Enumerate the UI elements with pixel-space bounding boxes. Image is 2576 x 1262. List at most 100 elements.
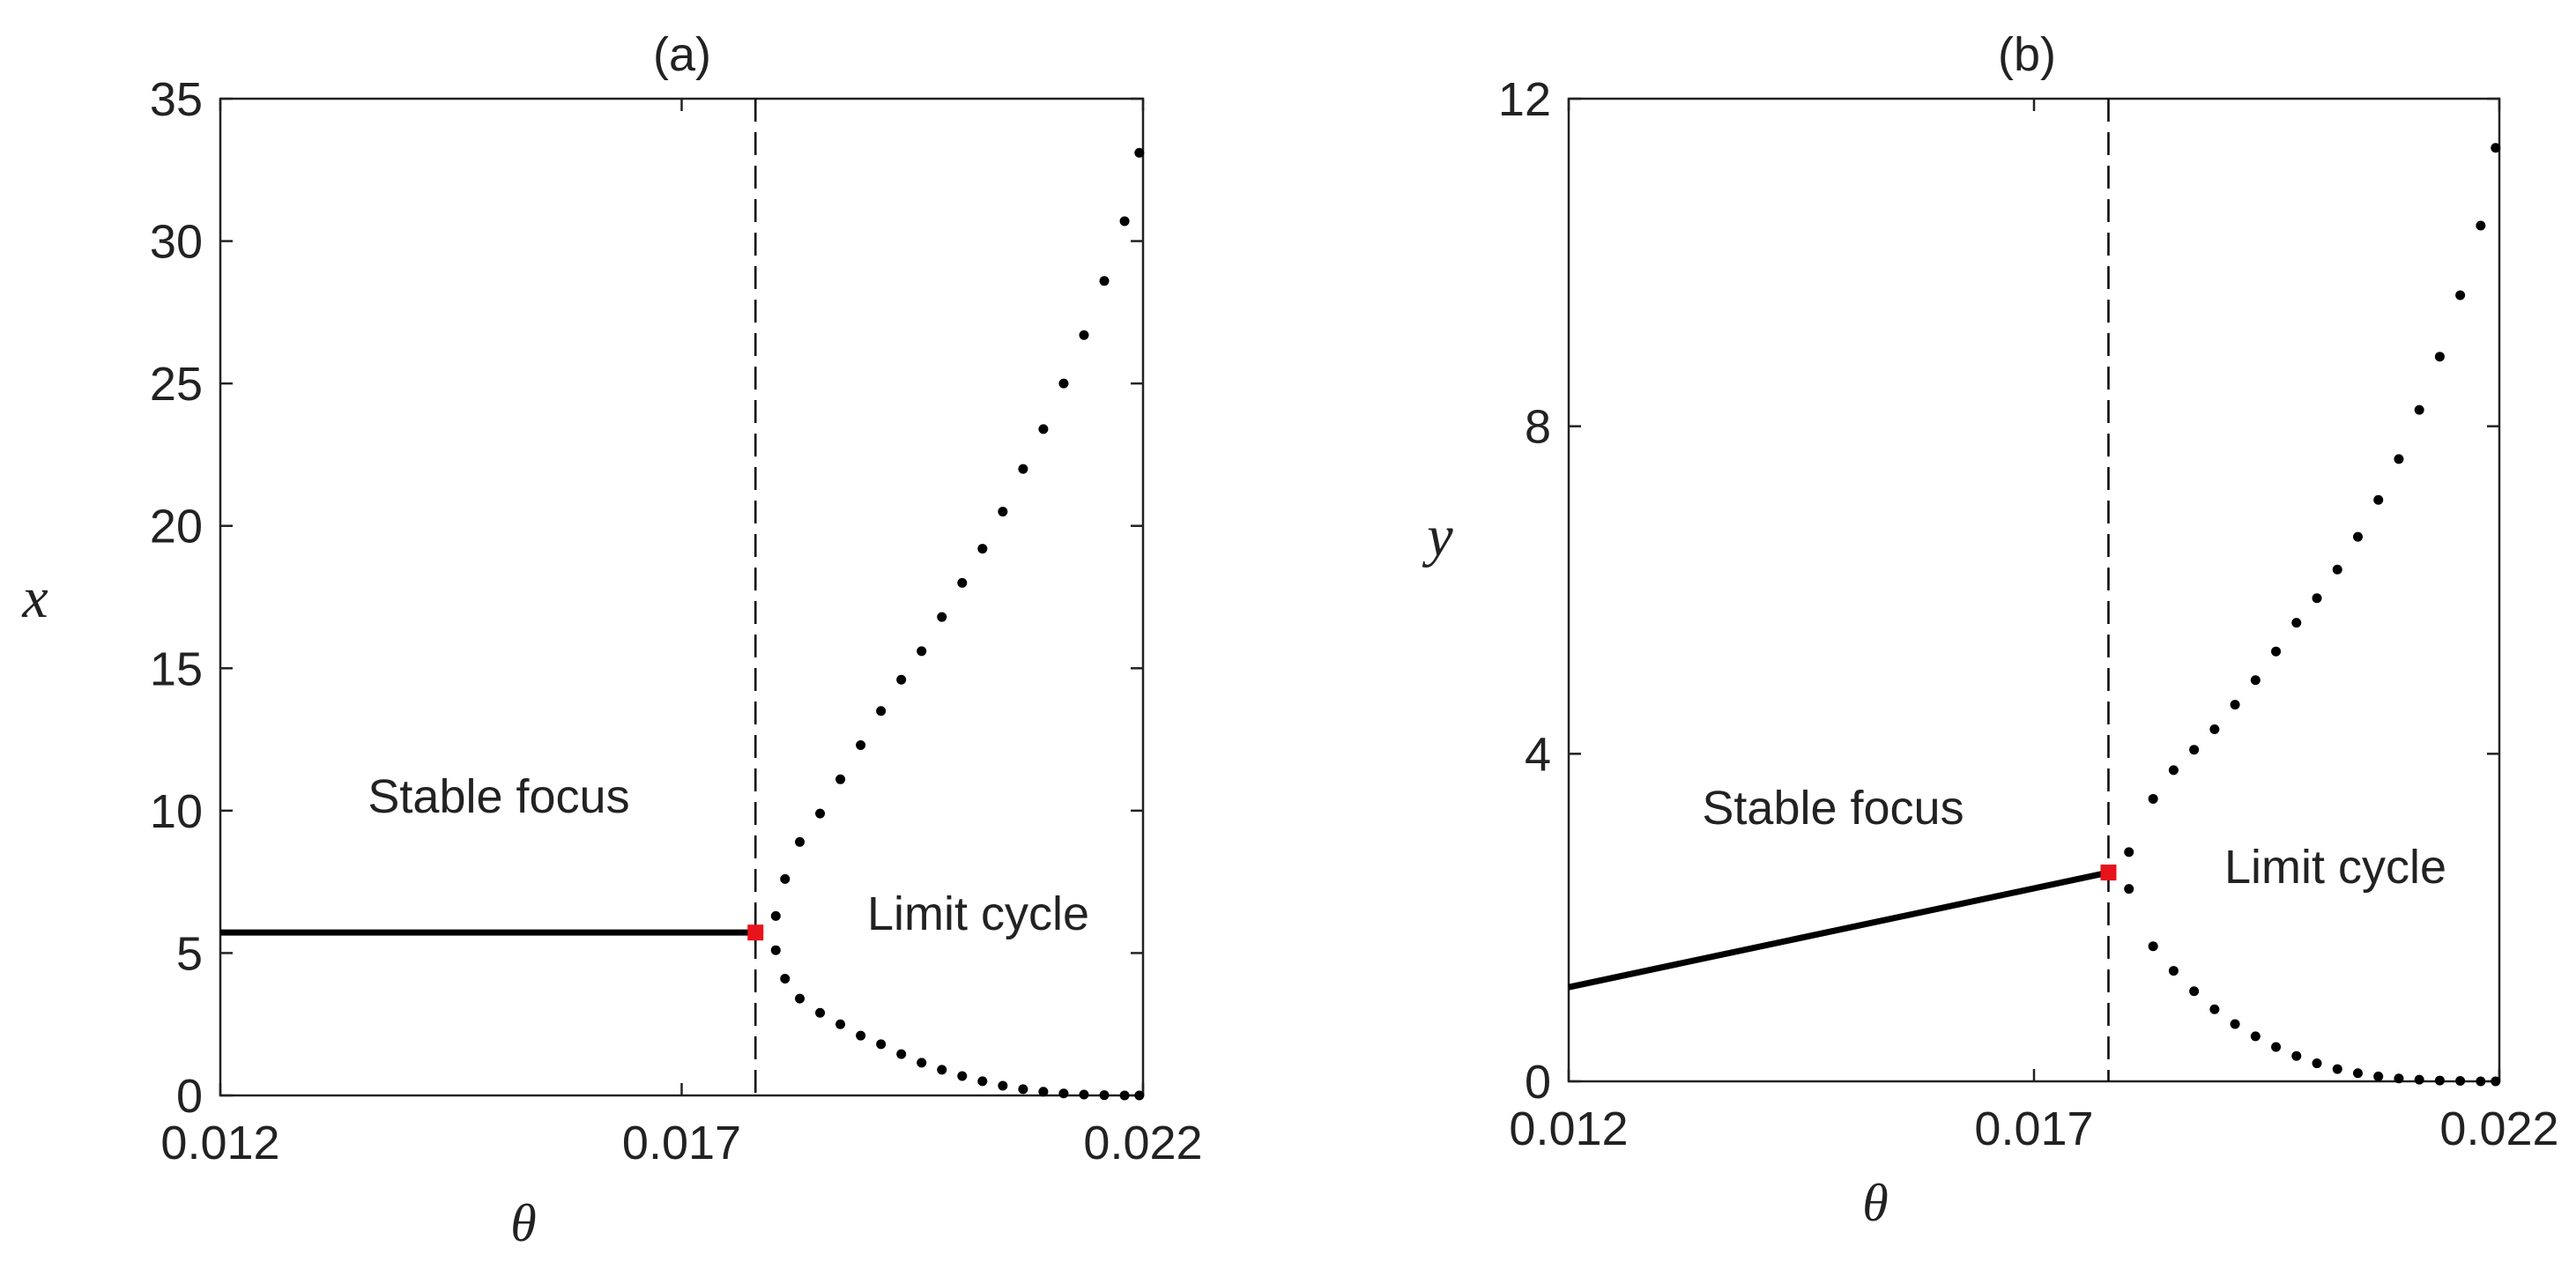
panel-b-ytick-label: 12 xyxy=(1498,73,1551,126)
panel-a-limit-cycle-point xyxy=(876,1039,887,1050)
panel-b-hopf-point xyxy=(2100,865,2117,881)
panel-b-limit-cycle-point xyxy=(2491,1076,2501,1087)
panel-b-limit-cycle-point xyxy=(2271,1042,2282,1052)
panel-a-limit-cycle-point xyxy=(795,836,805,847)
panel-b-limit-cycle-point xyxy=(2491,143,2501,153)
panel-b-stable-branch xyxy=(1568,869,2110,991)
panel-b-limit-cycle-point xyxy=(2209,1004,2220,1014)
panel-b-limit-cycle-point xyxy=(2414,1074,2424,1085)
panel-a-limit-cycle-point xyxy=(998,507,1008,517)
panel-b-limit-cycle-point xyxy=(2455,1076,2466,1087)
panel-a-limit-cycle-point xyxy=(1079,330,1089,340)
panel-b: (b) y θ Stable focus Limit cycle 0 4 8 12 0.… xyxy=(1422,28,2558,1232)
panel-a-limit-cycle-point xyxy=(835,774,846,784)
panel-b-limit-cycle-point xyxy=(2394,454,2404,464)
panel-b-limit-cycle-point xyxy=(2373,1071,2384,1081)
panel-b-limit-cycle-point xyxy=(2434,352,2445,362)
panel-b-limit-cycle-point xyxy=(2291,618,2302,628)
panel-a-limit-cycle-point xyxy=(1099,1090,1110,1101)
panel-b-annotation-stable-focus: Stable focus xyxy=(1702,782,1964,835)
panel-a-ytick-label: 15 xyxy=(150,642,203,695)
panel-b-limit-cycle-point xyxy=(2250,675,2260,686)
panel-b-xtick-label: 0.022 xyxy=(2439,1102,2558,1155)
panel-b-limit-cycle-point xyxy=(2476,220,2486,231)
panel-b-xtick-label: 0.017 xyxy=(1974,1102,2093,1155)
panel-b-limit-cycle-point xyxy=(2168,966,2179,976)
panel-a-limit-cycle-point xyxy=(1099,276,1110,286)
panel-b-limit-cycle-point xyxy=(2312,593,2322,604)
panel-b-limit-cycle-point xyxy=(2189,745,2200,755)
panel-b-ytick-label: 4 xyxy=(1525,728,1551,781)
panel-b-title: (b) xyxy=(1998,28,2056,81)
panel-b-limit-cycle-point xyxy=(2312,1058,2322,1069)
panel-b-limit-cycle-point xyxy=(2352,531,2363,542)
panel-a-limit-cycle-point xyxy=(770,945,781,955)
panel-a-limit-cycle-point xyxy=(896,1049,907,1059)
panel-a-limit-cycle-point xyxy=(795,993,805,1004)
panel-b-limit-cycle-point xyxy=(2332,1064,2342,1074)
panel-a-limit-cycle-point xyxy=(1038,1087,1049,1097)
panel-a-limit-cycle-point xyxy=(998,1080,1008,1091)
panel-a-ytick-label: 0 xyxy=(176,1070,203,1123)
panel-a-title: (a) xyxy=(653,28,711,81)
panel-a: (a) x θ Stable focus Limit cycle 0 5 10 15 2… xyxy=(21,28,1202,1252)
panel-a-limit-cycle-point xyxy=(1119,1090,1130,1101)
panel-a-xtick-label: 0.022 xyxy=(1083,1117,1202,1169)
panel-b-limit-cycle-point xyxy=(2291,1050,2302,1061)
panel-b-annotation-limit-cycle: Limit cycle xyxy=(2224,841,2446,894)
panel-b-limit-cycle-point xyxy=(2148,941,2158,952)
panel-a-limit-cycle-point xyxy=(1079,1089,1089,1100)
panel-b-ylabel: y xyxy=(1422,504,1453,568)
panel-b-limit-cycle-point xyxy=(2434,1075,2445,1086)
panel-a-annotation-stable-focus: Stable focus xyxy=(367,770,629,823)
panel-a-hopf-point xyxy=(747,924,764,941)
panel-a-limit-cycle-point xyxy=(917,1058,927,1068)
panel-b-limit-cycle-point xyxy=(2230,1019,2240,1029)
panel-a-annotation-limit-cycle: Limit cycle xyxy=(867,887,1089,940)
panel-b-limit-cycle-point xyxy=(2414,405,2424,415)
panel-b-limit-cycle-point xyxy=(2230,700,2240,710)
panel-a-limit-cycle-point xyxy=(957,1071,968,1081)
panel-a-limit-cycle-point xyxy=(770,910,781,921)
panel-b-limit-cycle-point xyxy=(2455,290,2466,301)
panel-a-ylabel: x xyxy=(21,566,48,630)
panel-b-limit-cycle-point xyxy=(2271,646,2282,657)
panel-b-limit-cycle-point xyxy=(2124,847,2134,857)
panel-a-limit-cycle-point xyxy=(815,1007,826,1018)
panel-a-limit-cycle-point xyxy=(937,612,947,622)
panel-a-ytick-label: 5 xyxy=(176,927,203,980)
panel-b-ytick-label: 8 xyxy=(1525,401,1551,454)
panel-b-limit-cycle-point xyxy=(2373,494,2384,505)
panel-b-limit-cycle-point xyxy=(2476,1076,2486,1087)
panel-b-xlabel: θ xyxy=(1862,1174,1888,1232)
panel-a-ytick-label: 35 xyxy=(150,73,203,126)
panel-b-limit-cycle-point xyxy=(2394,1073,2404,1084)
panel-a-limit-cycle-point xyxy=(977,544,988,554)
panel-a-ytick-label: 10 xyxy=(150,785,203,838)
panel-a-limit-cycle-point xyxy=(1018,464,1028,474)
panel-a-limit-cycle-point xyxy=(977,1076,988,1087)
panel-a-limit-cycle-point xyxy=(1134,147,1145,158)
panel-a-limit-cycle-point xyxy=(1058,1088,1069,1099)
panel-b-limit-cycle-point xyxy=(2168,765,2179,776)
panel-a-limit-cycle-point xyxy=(937,1065,947,1075)
panel-a-limit-cycle-point xyxy=(1018,1084,1028,1095)
panel-b-limit-cycle-point xyxy=(2189,986,2200,997)
panel-a-limit-cycle-point xyxy=(780,974,791,984)
panel-a-limit-cycle-point xyxy=(917,646,927,657)
panel-b-limit-cycle-point xyxy=(2352,1068,2363,1079)
panel-a-limit-cycle-point xyxy=(1134,1090,1145,1101)
panel-a-limit-cycle-point xyxy=(815,808,826,819)
panel-b-ytick-label: 0 xyxy=(1525,1056,1551,1109)
panel-a-xtick-label: 0.017 xyxy=(622,1117,741,1169)
panel-a-limit-cycle-point xyxy=(835,1019,846,1029)
panel-a-limit-cycle-point xyxy=(1058,378,1069,389)
panel-b-xtick-label: 0.012 xyxy=(1509,1102,1628,1155)
panel-a-limit-cycle-point xyxy=(856,740,866,751)
panel-b-limit-cycle-point xyxy=(2209,724,2220,734)
panel-a-limit-cycle-point xyxy=(1038,424,1049,434)
panel-a-ytick-label: 25 xyxy=(150,358,203,411)
panel-b-limit-cycle-point xyxy=(2148,793,2158,804)
